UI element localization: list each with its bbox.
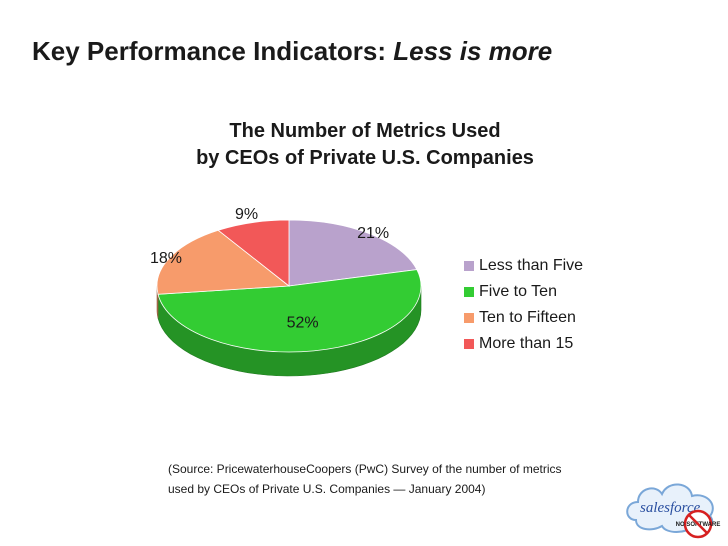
chart-title-line-1: The Number of Metrics Used <box>229 120 501 142</box>
legend-swatch <box>464 339 474 349</box>
legend-item-less-than-five: Less than Five <box>464 253 583 279</box>
slide-title-main: Key Performance Indicators: <box>32 36 387 66</box>
slide-title-emphasis: Less is more <box>393 36 553 66</box>
legend-swatch <box>464 313 474 323</box>
chart-legend: Less than Five Five to Ten Ten to Fiftee… <box>464 253 583 357</box>
logo-word: salesforce <box>640 500 701 516</box>
slide-title: Key Performance Indicators: Less is more <box>32 36 552 67</box>
legend-item-ten-to-fifteen: Ten to Fifteen <box>464 305 583 331</box>
pie-slice-ten-to-fifteen <box>156 229 291 295</box>
pie-label-2: 18% <box>150 250 182 267</box>
no-software-seal-icon: NO SOFTWARE <box>676 509 720 539</box>
cloud-logo-icon: salesforce NO SOFTWARE <box>626 483 720 539</box>
pie-label-1: 52% <box>287 315 319 332</box>
legend-swatch <box>464 287 474 297</box>
legend-item-five-to-ten: Five to Ten <box>464 279 583 305</box>
pie-label-0: 21% <box>357 225 389 242</box>
pie-slice-more-than-15 <box>217 219 290 287</box>
pie-label-3: 9% <box>235 206 258 223</box>
legend-item-more-than-15: More than 15 <box>464 331 583 357</box>
legend-label: Five to Ten <box>479 283 557 300</box>
chart-title-line-2: by CEOs of Private U.S. Companies <box>196 147 534 169</box>
pie-slice-less-than-five <box>288 219 418 287</box>
pie-tops <box>156 219 422 353</box>
source-note: (Source: PricewaterhouseCoopers (PwC) Su… <box>168 459 562 499</box>
legend-label: Less than Five <box>479 257 584 274</box>
source-line-1: (Source: PricewaterhouseCoopers (PwC) Su… <box>168 462 562 476</box>
legend-swatch <box>464 261 474 271</box>
source-line-2: used by CEOs of Private U.S. Companies —… <box>168 482 486 496</box>
legend-label: More than 15 <box>479 335 574 352</box>
pie-labels: 21% 52% 18% 9% <box>150 206 389 332</box>
legend-label: Ten to Fifteen <box>479 309 576 326</box>
